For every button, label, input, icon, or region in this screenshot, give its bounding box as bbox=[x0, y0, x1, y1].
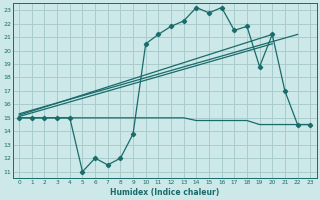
X-axis label: Humidex (Indice chaleur): Humidex (Indice chaleur) bbox=[110, 188, 219, 197]
